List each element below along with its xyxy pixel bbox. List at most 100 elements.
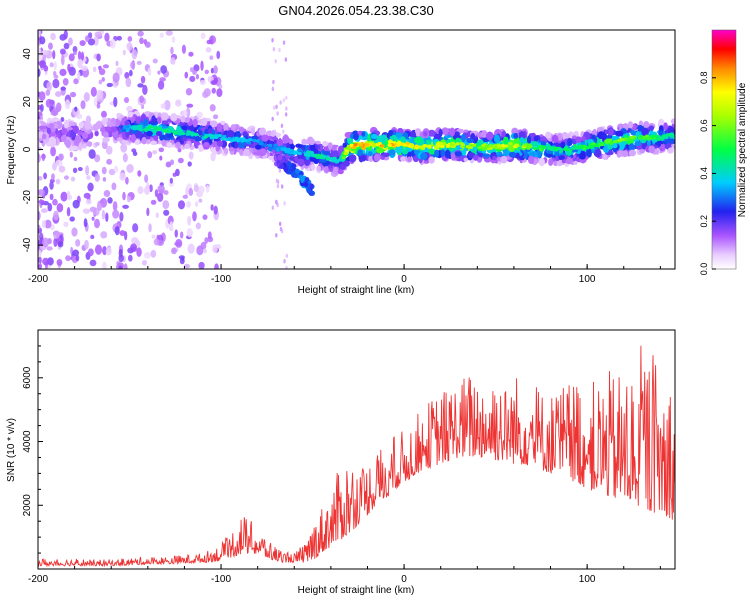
spectrogram-noise-cell xyxy=(112,201,118,211)
spectrogram-noise-cell xyxy=(169,177,174,184)
spectrogram-ridge-cell xyxy=(461,133,466,143)
spectrogram-ridge-cell xyxy=(207,128,213,135)
spectrogram-noise-cell xyxy=(206,39,212,45)
spectrogram-ridge-cell xyxy=(198,144,204,153)
spectrogram-ridge-cell xyxy=(563,133,571,138)
spectrogram-ridge-core xyxy=(337,158,342,162)
spectrogram-ridge-cell xyxy=(538,157,545,167)
spectrogram-ridge-cell xyxy=(536,148,541,158)
spectrogram-noise-cell xyxy=(136,60,142,65)
spectrogram-noise-cell xyxy=(66,207,71,217)
spectrogram-noise-cell xyxy=(210,204,214,211)
spectrogram-noise-cell xyxy=(52,50,56,60)
spectrogram-ridge-cell xyxy=(38,122,42,127)
spectrogram-noise-cell xyxy=(271,38,274,43)
spectrogram-noise-cell xyxy=(154,189,159,198)
spectrogram-noise-cell xyxy=(185,186,189,197)
spectrogram-noise-cell xyxy=(43,172,48,180)
spectrogram-noise-cell xyxy=(47,257,54,266)
spectrogram-noise-cell xyxy=(285,265,288,269)
spectrogram-ridge-core xyxy=(590,144,595,149)
spectrogram-noise-cell xyxy=(40,208,48,213)
spectrogram-noise-cell xyxy=(141,259,148,266)
spectrogram-ridge-cell xyxy=(627,121,634,129)
spectrogram-ridge-cell xyxy=(389,134,398,141)
spectrogram-ridge-cell xyxy=(116,137,123,142)
spectrogram-noise-cell xyxy=(83,92,90,102)
spectrogram-ridge-cell xyxy=(503,136,509,145)
spectrogram-noise-cell xyxy=(105,212,109,222)
spectrogram-ridge-cell xyxy=(159,134,167,141)
spectrogram-ridge-cell xyxy=(450,152,456,161)
spectrogram-ridge-cell xyxy=(150,140,158,146)
spectrogram-noise-cell xyxy=(157,192,164,202)
spectrogram-ridge-cell xyxy=(373,153,381,162)
spectrogram-noise-cell xyxy=(185,107,191,118)
spectrogram-ridge-cell xyxy=(134,139,140,145)
spectrogram-noise-cell xyxy=(115,60,119,67)
spectrogram-ridge-core xyxy=(258,140,264,144)
spectrogram-ridge-cell xyxy=(463,157,469,162)
spectrogram-ridge-core xyxy=(358,143,364,147)
spectrogram-ridge-cell xyxy=(419,152,428,160)
spectrogram-ridge-cell xyxy=(86,141,93,147)
spectrogram-ridge-core xyxy=(571,146,576,150)
spectrogram-noise-cell xyxy=(170,46,174,55)
spectrogram-noise-cell xyxy=(196,111,203,119)
spectrogram-noise-cell xyxy=(64,99,71,110)
spectrogram-ridge-core xyxy=(236,137,241,141)
spectrogram-noise-cell xyxy=(72,199,80,209)
spectrogram-noise-cell xyxy=(53,210,59,221)
spectrogram-noise-cell xyxy=(80,100,86,110)
snr-xtick-label: -100 xyxy=(211,574,231,585)
spectrogram-ridge-core xyxy=(343,151,348,156)
spectrogram-noise-cell xyxy=(101,209,106,220)
spectrogram-noise-cell xyxy=(275,104,278,110)
spectrogram-ridge-core xyxy=(500,144,506,148)
spectrogram-ridge-core xyxy=(178,129,183,133)
spectrogram-noise-cell xyxy=(101,77,105,82)
spectrogram-ridge-core xyxy=(585,146,590,150)
spectrogram-branch-cell xyxy=(280,157,286,163)
spectrogram-noise-cell xyxy=(216,50,221,60)
spectrogram-ridge-cell xyxy=(41,133,47,140)
spectrogram-ridge-cell xyxy=(78,141,83,151)
spectrogram-ridge-cell xyxy=(143,118,149,127)
spectrogram-ridge-cell xyxy=(166,142,173,149)
spectrogram-noise-cell xyxy=(105,145,113,155)
spectrogram-noise-cell xyxy=(139,37,144,45)
spectrogram-ridge-cell xyxy=(308,138,316,146)
spectrogram-ridge-cell xyxy=(192,118,198,128)
spectrogram-ridge-core xyxy=(203,135,208,139)
spectrogram-ridge-cell xyxy=(615,130,624,137)
spectrogram-noise-cell xyxy=(102,64,109,69)
spectrogram-noise-cell xyxy=(122,153,128,163)
spectrogram-noise-cell xyxy=(47,42,53,50)
spectrogram-ridge-cell xyxy=(401,148,409,155)
spectrogram-ridge-cell xyxy=(540,140,547,146)
spectrogram-ridge-cell xyxy=(337,169,344,175)
spectrogram-noise-cell xyxy=(136,247,142,257)
spectrogram-noise-cell xyxy=(41,220,47,228)
spectrogram-ridge-cell xyxy=(324,167,329,173)
spectrogram-ridge-cell xyxy=(628,143,636,152)
spectrogram-ridge-core xyxy=(485,144,490,149)
colorbar xyxy=(712,30,736,269)
spectrogram-noise-cell xyxy=(283,201,286,206)
spectrogram-noise-cell xyxy=(87,182,94,192)
spectrogram-ridge-cell xyxy=(61,126,68,135)
spectrogram-noise-cell xyxy=(119,211,124,222)
spectrogram-ridge-cell xyxy=(38,125,47,130)
spectrogram-noise-cell xyxy=(275,199,278,205)
spectrogram-ridge-core xyxy=(532,146,538,151)
spectrogram-ridge-cell xyxy=(612,143,618,149)
spectrogram-noise-cell xyxy=(151,234,156,239)
spectrogram-noise-cell xyxy=(180,256,185,262)
spectrogram-noise-cell xyxy=(212,114,219,120)
spectrogram-ridge-cell xyxy=(81,143,87,149)
spectrogram-xtick-label: 100 xyxy=(579,274,596,285)
spectrogram-ridge-cell xyxy=(425,139,431,144)
spectrogram-ridge-cell xyxy=(515,152,520,159)
spectrogram-noise-cell xyxy=(88,149,96,159)
